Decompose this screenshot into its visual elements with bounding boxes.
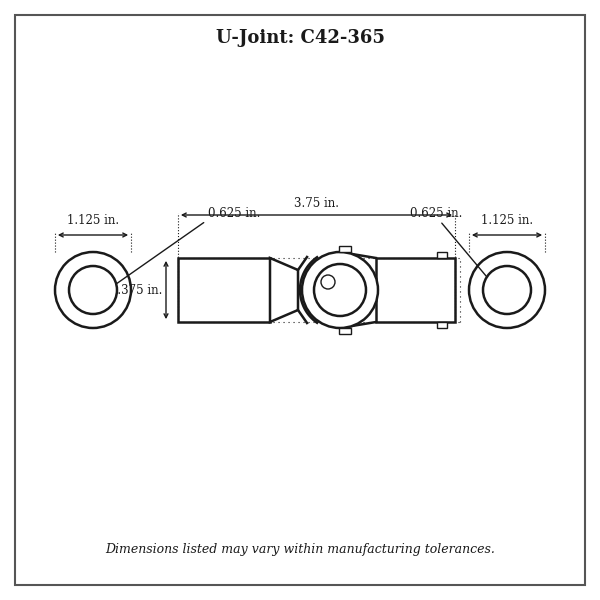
Circle shape xyxy=(69,266,117,314)
Circle shape xyxy=(55,252,131,328)
Text: Dimensions listed may vary within manufacturing tolerances.: Dimensions listed may vary within manufa… xyxy=(105,544,495,557)
Text: 3.75 in.: 3.75 in. xyxy=(294,197,339,210)
Bar xyxy=(376,258,455,322)
Circle shape xyxy=(314,264,366,316)
Bar xyxy=(178,258,270,322)
Text: 0.625 in.: 0.625 in. xyxy=(208,207,260,220)
Text: 1.375 in.: 1.375 in. xyxy=(110,283,162,296)
Circle shape xyxy=(321,275,335,289)
Bar xyxy=(437,252,447,258)
Circle shape xyxy=(302,252,378,328)
Text: 1.125 in.: 1.125 in. xyxy=(481,214,533,227)
Bar xyxy=(437,322,447,328)
Text: 0.625 in.: 0.625 in. xyxy=(410,207,463,220)
Polygon shape xyxy=(270,258,298,322)
Text: U-Joint: C42-365: U-Joint: C42-365 xyxy=(215,29,385,47)
Bar xyxy=(339,246,351,252)
Bar xyxy=(339,328,351,334)
Circle shape xyxy=(483,266,531,314)
Text: 1.125 in.: 1.125 in. xyxy=(67,214,119,227)
Circle shape xyxy=(469,252,545,328)
